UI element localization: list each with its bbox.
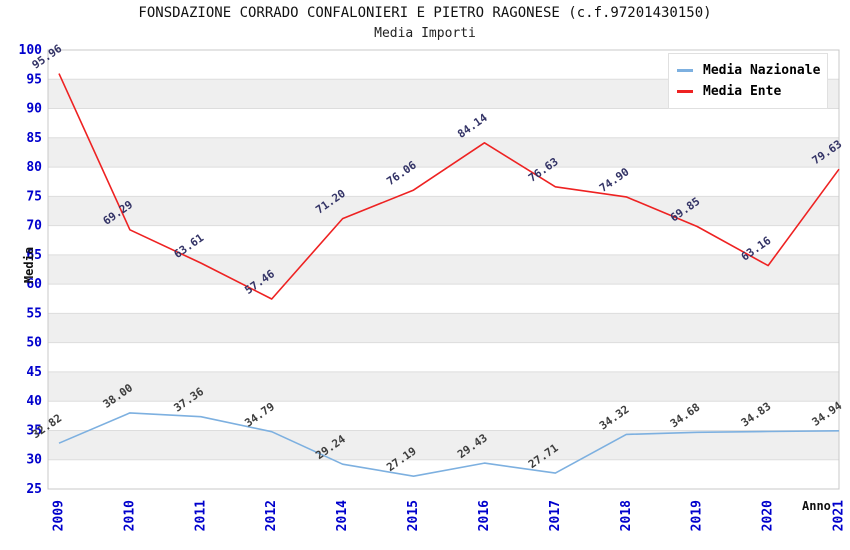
chart-title: FONSDAZIONE CORRADO CONFALONIERI E PIETR… [138, 5, 712, 21]
x-tick-label: 2016 [477, 500, 492, 531]
y-tick-label: 90 [26, 102, 42, 117]
series-line-media-ente [58, 73, 840, 300]
x-tick-label: 2012 [264, 500, 279, 531]
y-tick-label: 50 [26, 336, 42, 351]
y-tick-label: 85 [26, 131, 42, 146]
point-label: 34.83 [739, 400, 774, 430]
y-tick-label: 60 [26, 277, 42, 292]
y-tick-label: 75 [26, 189, 42, 204]
x-tick-label: 2009 [52, 500, 67, 531]
grid-band [48, 430, 839, 460]
x-tick-label: 2011 [193, 500, 208, 531]
y-tick-label: 25 [26, 482, 42, 497]
grid-band [48, 254, 839, 285]
legend-item-media-nazionale: Media Nazionale [677, 60, 821, 81]
y-tick-label: 95 [26, 72, 42, 87]
point-label: 84.14 [455, 111, 490, 141]
point-label: 34.32 [597, 403, 632, 433]
x-tick-label: 2018 [619, 500, 634, 531]
x-tick-label: 2020 [761, 500, 776, 531]
point-label: 74.90 [597, 165, 632, 195]
x-tick-label: 2021 [832, 500, 847, 531]
x-tick-label: 2019 [690, 500, 705, 531]
grid-band [48, 137, 839, 168]
grid-band [48, 196, 839, 226]
x-tick-label: 2014 [335, 500, 350, 531]
legend-swatch-media-ente [677, 90, 693, 93]
point-label: 34.79 [242, 400, 277, 430]
grid-band [48, 313, 839, 343]
x-tick-label: 2017 [548, 500, 563, 531]
y-tick-label: 55 [26, 306, 42, 321]
y-axis-title: Media [22, 246, 36, 284]
legend-swatch-media-nazionale [677, 69, 693, 72]
x-axis-title: Anno [802, 499, 831, 513]
legend-label: Media Nazionale [703, 63, 821, 78]
y-tick-label: 70 [26, 219, 42, 234]
legend-label: Media Ente [703, 84, 782, 99]
plot-border [47, 49, 840, 490]
chart-legend: Media Nazionale Media Ente [668, 53, 828, 109]
chart-subtitle: Media Importi [374, 26, 476, 41]
y-tick-label: 65 [26, 248, 42, 263]
y-tick-label: 45 [26, 365, 42, 380]
y-tick-label: 100 [19, 43, 43, 58]
legend-item-media-ente: Media Ente [677, 81, 819, 102]
y-tick-label: 35 [26, 423, 42, 438]
x-tick-label: 2010 [122, 500, 137, 531]
grid-band [48, 371, 839, 402]
y-tick-label: 80 [26, 160, 42, 175]
y-tick-label: 40 [26, 394, 42, 409]
x-tick-label: 2015 [406, 500, 421, 531]
series-line-media-nazionale [58, 412, 840, 478]
point-label: 34.68 [668, 401, 703, 431]
y-tick-label: 30 [26, 453, 42, 468]
